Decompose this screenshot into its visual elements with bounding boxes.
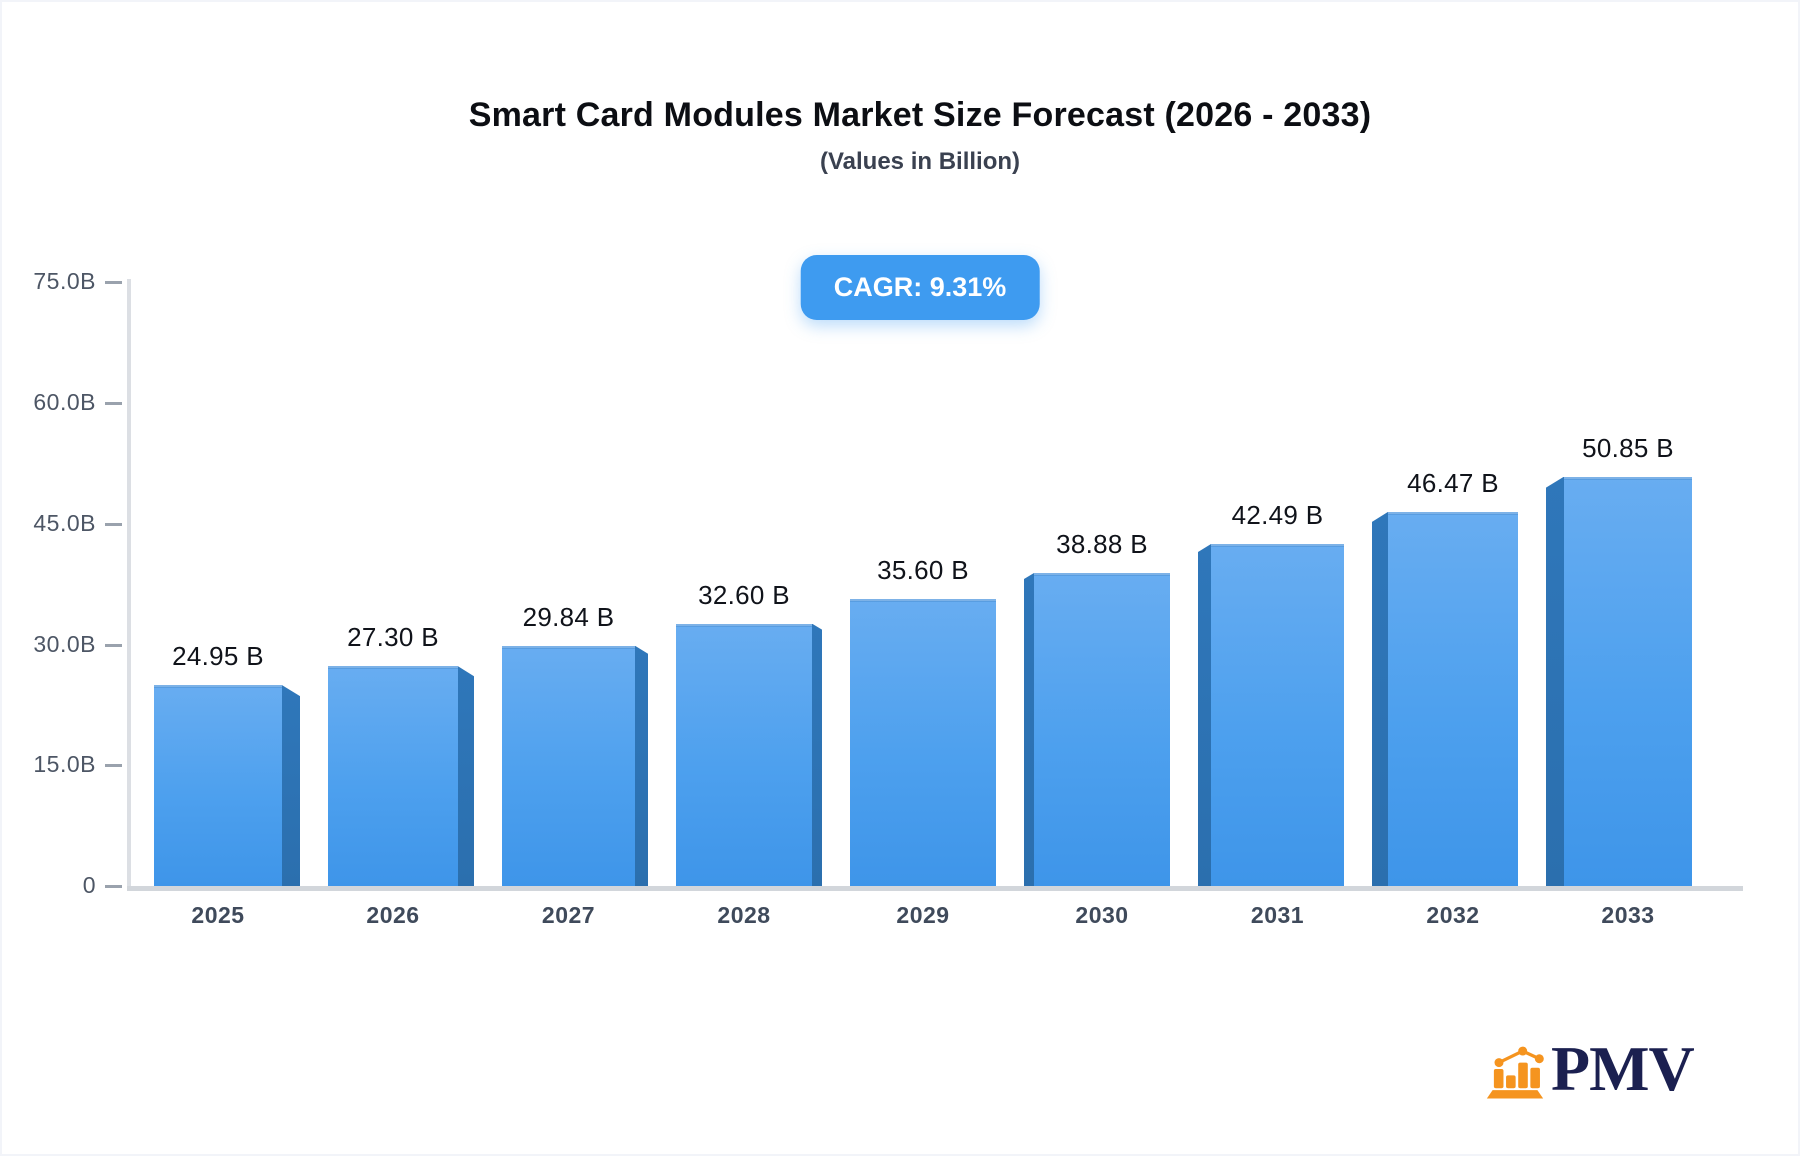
x-axis-label: 2033 xyxy=(1601,902,1655,928)
y-axis-tick-label: 0 xyxy=(82,872,96,898)
bar-side-3d xyxy=(458,666,474,886)
bar-2030 xyxy=(1024,573,1170,886)
bar-face xyxy=(328,666,458,886)
x-axis-line xyxy=(127,886,1743,891)
y-axis-tick-mark xyxy=(105,522,122,526)
y-axis-tick-mark xyxy=(105,764,122,768)
bar-2028 xyxy=(676,623,822,886)
y-axis-tick-label: 60.0B xyxy=(33,389,96,415)
bar-chart-logo-icon xyxy=(1486,1046,1544,1099)
x-axis-label: 2031 xyxy=(1250,902,1305,928)
bar-2033 xyxy=(1546,476,1692,886)
bar-value-label: 38.88 B xyxy=(1056,529,1148,560)
bar-side-3d xyxy=(812,623,822,886)
y-axis-tick-mark xyxy=(105,885,122,888)
y-axis-line xyxy=(127,279,131,888)
bar-side-3d xyxy=(282,685,300,886)
bar-face xyxy=(502,645,635,886)
bar-side-3d xyxy=(1024,573,1034,886)
x-axis-label: 2029 xyxy=(896,902,950,928)
bar-face xyxy=(154,685,282,886)
pmv-logo: PMV xyxy=(1483,1030,1695,1104)
bar-2031 xyxy=(1198,543,1344,886)
pmv-logo-text: PMV xyxy=(1551,1033,1695,1104)
y-axis-tick-mark xyxy=(105,402,122,405)
x-axis-label: 2028 xyxy=(717,902,771,928)
bar-face xyxy=(1388,511,1518,886)
bar-face xyxy=(1564,476,1692,886)
bar-value-label: 46.47 B xyxy=(1407,467,1499,498)
x-axis-label: 2030 xyxy=(1075,902,1129,928)
y-axis-tick-mark xyxy=(105,281,122,285)
y-axis-tick-label: 45.0B xyxy=(33,509,96,536)
bar-2027 xyxy=(502,645,648,886)
x-axis-label: 2025 xyxy=(191,902,245,928)
chart-subtitle: (Values in Billion) xyxy=(819,148,1021,175)
bar-value-label: 35.60 B xyxy=(877,555,969,586)
bar-value-label: 29.84 B xyxy=(522,601,615,632)
bar-value-label: 42.49 B xyxy=(1231,499,1324,530)
bar-face xyxy=(1034,573,1170,886)
bar-face xyxy=(676,623,812,886)
x-axis-label: 2026 xyxy=(366,902,420,928)
x-axis-label: 2032 xyxy=(1426,902,1480,928)
chart-title: Smart Card Modules Market Size Forecast … xyxy=(468,96,1372,134)
bar-face xyxy=(1211,543,1344,886)
y-axis-tick-label: 75.0B xyxy=(33,268,96,295)
cagr-badge: CAGR: 9.31% xyxy=(800,255,1040,320)
bar-face xyxy=(850,599,996,886)
bar-2032 xyxy=(1372,511,1518,886)
y-axis-tick-label: 30.0B xyxy=(33,630,96,657)
bar-side-3d xyxy=(635,645,648,886)
y-axis-tick-label: 15.0B xyxy=(33,751,96,778)
bar-value-label: 24.95 B xyxy=(172,641,264,672)
bar-side-3d xyxy=(1372,511,1388,886)
bar-value-label: 50.85 B xyxy=(1582,432,1674,463)
x-axis-label: 2027 xyxy=(541,902,596,928)
bar-value-label: 27.30 B xyxy=(347,622,439,653)
bar-2029 xyxy=(850,599,996,886)
bar-2026 xyxy=(328,666,474,886)
bar-side-3d xyxy=(1198,543,1211,886)
bar-value-label: 32.60 B xyxy=(698,579,790,610)
bar-2025 xyxy=(154,685,300,886)
bar-side-3d xyxy=(1546,476,1564,886)
y-axis-tick-mark xyxy=(105,643,122,647)
